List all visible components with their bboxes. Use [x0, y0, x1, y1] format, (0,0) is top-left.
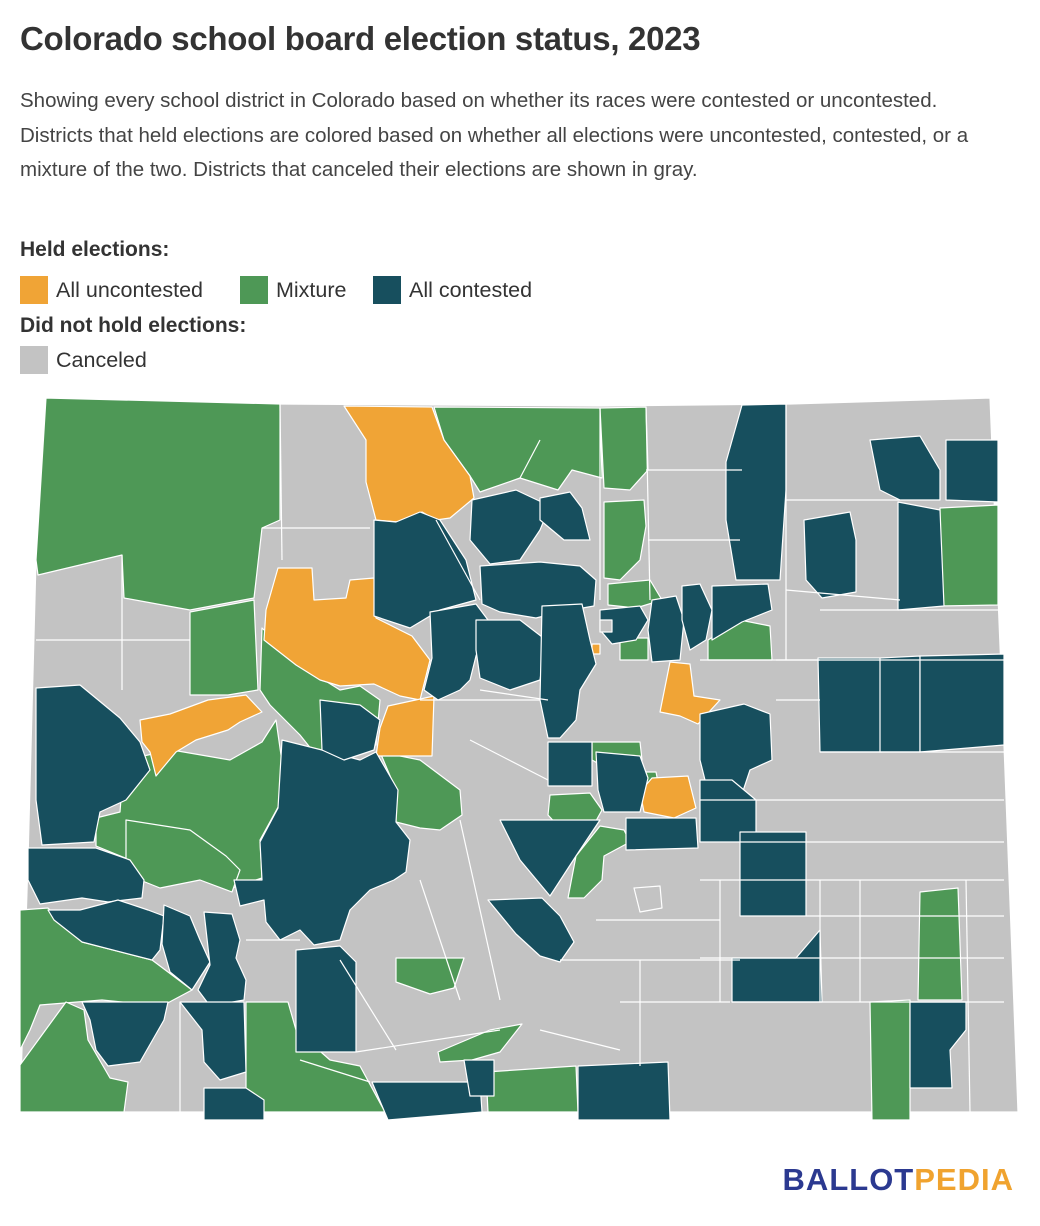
district-front-range-b — [567, 825, 631, 899]
district-logan-contested — [725, 403, 787, 581]
legend-swatch-contested — [373, 276, 401, 304]
district-west-uncontested — [139, 694, 263, 777]
district-border-31 — [339, 959, 397, 1051]
district-north-small — [603, 499, 647, 581]
legend-label-contested: All contested — [409, 277, 533, 302]
district-southwest-b — [19, 1001, 129, 1113]
legend-label-canceled: Canceled — [56, 347, 147, 372]
district-sw-contested-d — [197, 911, 247, 1007]
legend-item-contested: All contested — [373, 276, 532, 304]
logo-pedia: PEDIA — [914, 1162, 1014, 1197]
districts-layer — [19, 397, 1019, 1121]
district-border-40 — [479, 689, 549, 701]
district-central-contested-a — [319, 699, 381, 761]
district-hole-pueblo — [633, 885, 663, 913]
district-north-contested-b — [539, 491, 591, 541]
district-springs-uncontested — [639, 775, 697, 819]
district-border-32 — [355, 1029, 501, 1053]
district-west-center-a — [189, 599, 259, 696]
district-jefferson-contested — [539, 603, 597, 739]
legend-label-mixture: Mixture — [276, 277, 347, 302]
page-title: Colorado school board election status, 2… — [20, 20, 701, 57]
district-metro-contested-b — [647, 595, 685, 663]
district-northwest — [35, 397, 281, 611]
district-north-contested-a — [469, 489, 551, 565]
district-border-12 — [785, 589, 901, 601]
district-borders — [36, 403, 1004, 1113]
district-sw-contested-c — [81, 1001, 169, 1067]
district-kit-carson-b — [879, 655, 921, 753]
district-crowley-contested — [739, 831, 807, 917]
district-south-contested-b — [463, 1059, 495, 1097]
district-central-small-uncontested — [375, 695, 435, 757]
district-border-30 — [419, 879, 461, 1001]
district-grand-contested — [373, 511, 477, 629]
district-border-28 — [539, 1029, 621, 1051]
district-west-contested — [35, 684, 151, 846]
page-subtitle: Showing every school district in Colorad… — [20, 89, 969, 181]
district-denver-mixture-b — [619, 637, 649, 661]
district-sw-contested-b — [161, 904, 211, 991]
district-east-mixture — [917, 887, 963, 1001]
legend-swatch-mixture — [240, 276, 268, 304]
district-hole-metro — [599, 619, 613, 633]
district-custer-contested — [487, 897, 575, 963]
district-yuma-contested — [897, 501, 945, 611]
district-sedgwick-contested — [869, 435, 941, 501]
district-border-42 — [469, 739, 549, 781]
legend-heading-not-held: Did not hold elections: — [20, 314, 247, 337]
district-south-contested-a — [371, 1081, 483, 1121]
district-border-2 — [279, 403, 283, 561]
district-southeast-mixture — [869, 999, 911, 1121]
legend-heading-held: Held elections: — [20, 238, 170, 261]
district-elbert-contested — [699, 703, 773, 801]
legend-item-uncontested: All uncontested — [20, 276, 203, 304]
district-border-4 — [435, 519, 481, 601]
district-park-contested — [547, 741, 593, 787]
district-border-7 — [645, 406, 651, 601]
district-saguache-contested — [295, 945, 357, 1053]
district-northeast-mixture — [939, 504, 999, 607]
district-south-small — [395, 957, 465, 995]
legend: Held elections: All uncontested Mixture … — [20, 236, 720, 376]
district-border-24 — [965, 879, 971, 1113]
legend-label-uncontested: All uncontested — [56, 277, 204, 302]
district-summit-contested — [423, 603, 489, 701]
district-south-central-b — [485, 1065, 579, 1113]
district-south-central-a — [245, 1001, 386, 1113]
district-gunnison-contested — [233, 739, 411, 946]
district-border-5 — [519, 439, 541, 479]
district-north-strip — [599, 406, 649, 491]
district-north-metro-mixture — [607, 579, 663, 609]
district-pueblo-contested-a — [625, 817, 699, 851]
district-las-animas-contested — [577, 1061, 671, 1121]
district-sw-contested-e — [179, 1001, 247, 1081]
legend-item-canceled: Canceled — [20, 346, 147, 374]
colorado-district-map — [19, 397, 1019, 1121]
district-central-uncontested — [263, 567, 431, 701]
legend-item-mixture: Mixture — [240, 276, 346, 304]
district-border-35 — [299, 1059, 371, 1083]
district-elpaso-contested — [699, 779, 757, 843]
district-morgan-contested — [711, 583, 773, 641]
district-teller-contested — [595, 751, 649, 813]
district-washington-contested — [803, 511, 857, 599]
legend-swatch-canceled — [20, 346, 48, 374]
district-ne-contested — [945, 439, 999, 503]
ballotpedia-logo: BALLOTPEDIA — [783, 1162, 1014, 1198]
district-kit-carson-c — [919, 653, 1005, 753]
district-boulder-contested — [475, 619, 547, 691]
district-metro-contested-c — [681, 583, 713, 651]
logo-ballot: BALLOT — [782, 1162, 915, 1197]
legend-swatch-uncontested — [20, 276, 48, 304]
district-border-29 — [459, 819, 501, 1001]
district-south-sliver — [437, 1023, 523, 1063]
district-kit-carson-a — [817, 657, 883, 753]
district-sw-contested-f — [203, 1087, 265, 1121]
district-fremont-contested — [499, 819, 601, 897]
district-west-contested-b — [27, 847, 145, 905]
